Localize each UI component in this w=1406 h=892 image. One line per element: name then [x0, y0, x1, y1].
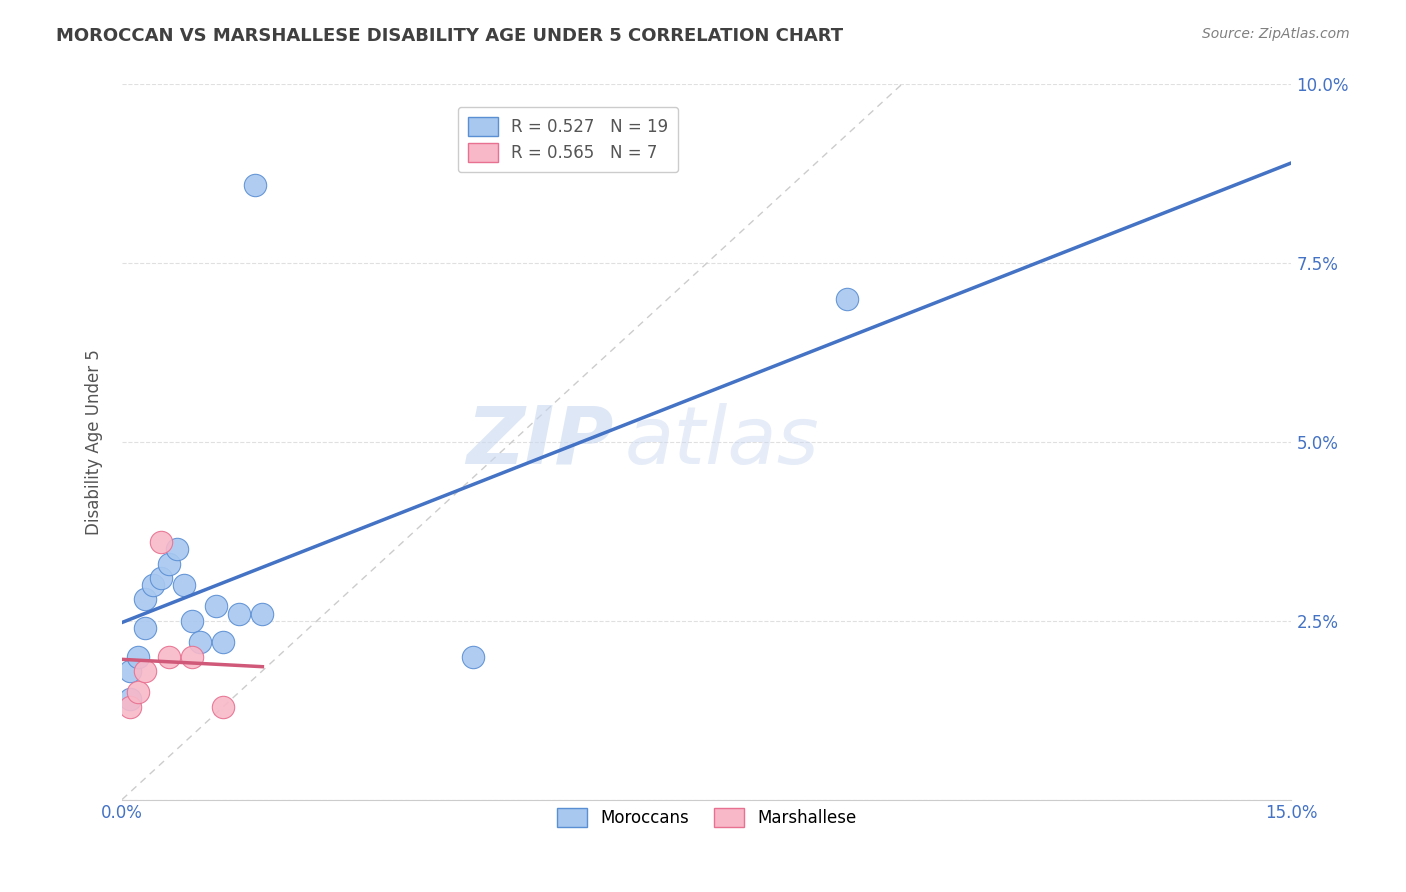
- Marshallese: [212, 699, 235, 714]
- Marshallese: [157, 649, 180, 664]
- Moroccans: [461, 649, 484, 664]
- Moroccans: [134, 592, 156, 607]
- Moroccans: [127, 649, 149, 664]
- Marshallese: [181, 649, 204, 664]
- Marshallese: [150, 535, 173, 549]
- Y-axis label: Disability Age Under 5: Disability Age Under 5: [86, 349, 103, 535]
- Moroccans: [228, 607, 250, 621]
- Legend: Moroccans, Marshallese: Moroccans, Marshallese: [550, 802, 863, 834]
- Marshallese: [118, 699, 141, 714]
- Moroccans: [181, 614, 204, 628]
- Moroccans: [134, 621, 156, 635]
- Moroccans: [243, 178, 266, 192]
- Moroccans: [150, 571, 173, 585]
- Moroccans: [188, 635, 211, 649]
- Moroccans: [212, 635, 235, 649]
- Marshallese: [134, 664, 156, 678]
- Moroccans: [118, 692, 141, 706]
- Moroccans: [835, 292, 858, 306]
- Moroccans: [166, 542, 188, 557]
- Text: atlas: atlas: [624, 403, 820, 481]
- Moroccans: [157, 557, 180, 571]
- Moroccans: [142, 578, 165, 592]
- Text: ZIP: ZIP: [465, 403, 613, 481]
- Moroccans: [204, 599, 226, 614]
- Text: MOROCCAN VS MARSHALLESE DISABILITY AGE UNDER 5 CORRELATION CHART: MOROCCAN VS MARSHALLESE DISABILITY AGE U…: [56, 27, 844, 45]
- Text: Source: ZipAtlas.com: Source: ZipAtlas.com: [1202, 27, 1350, 41]
- Moroccans: [252, 607, 274, 621]
- Marshallese: [127, 685, 149, 699]
- Moroccans: [118, 664, 141, 678]
- Moroccans: [173, 578, 195, 592]
